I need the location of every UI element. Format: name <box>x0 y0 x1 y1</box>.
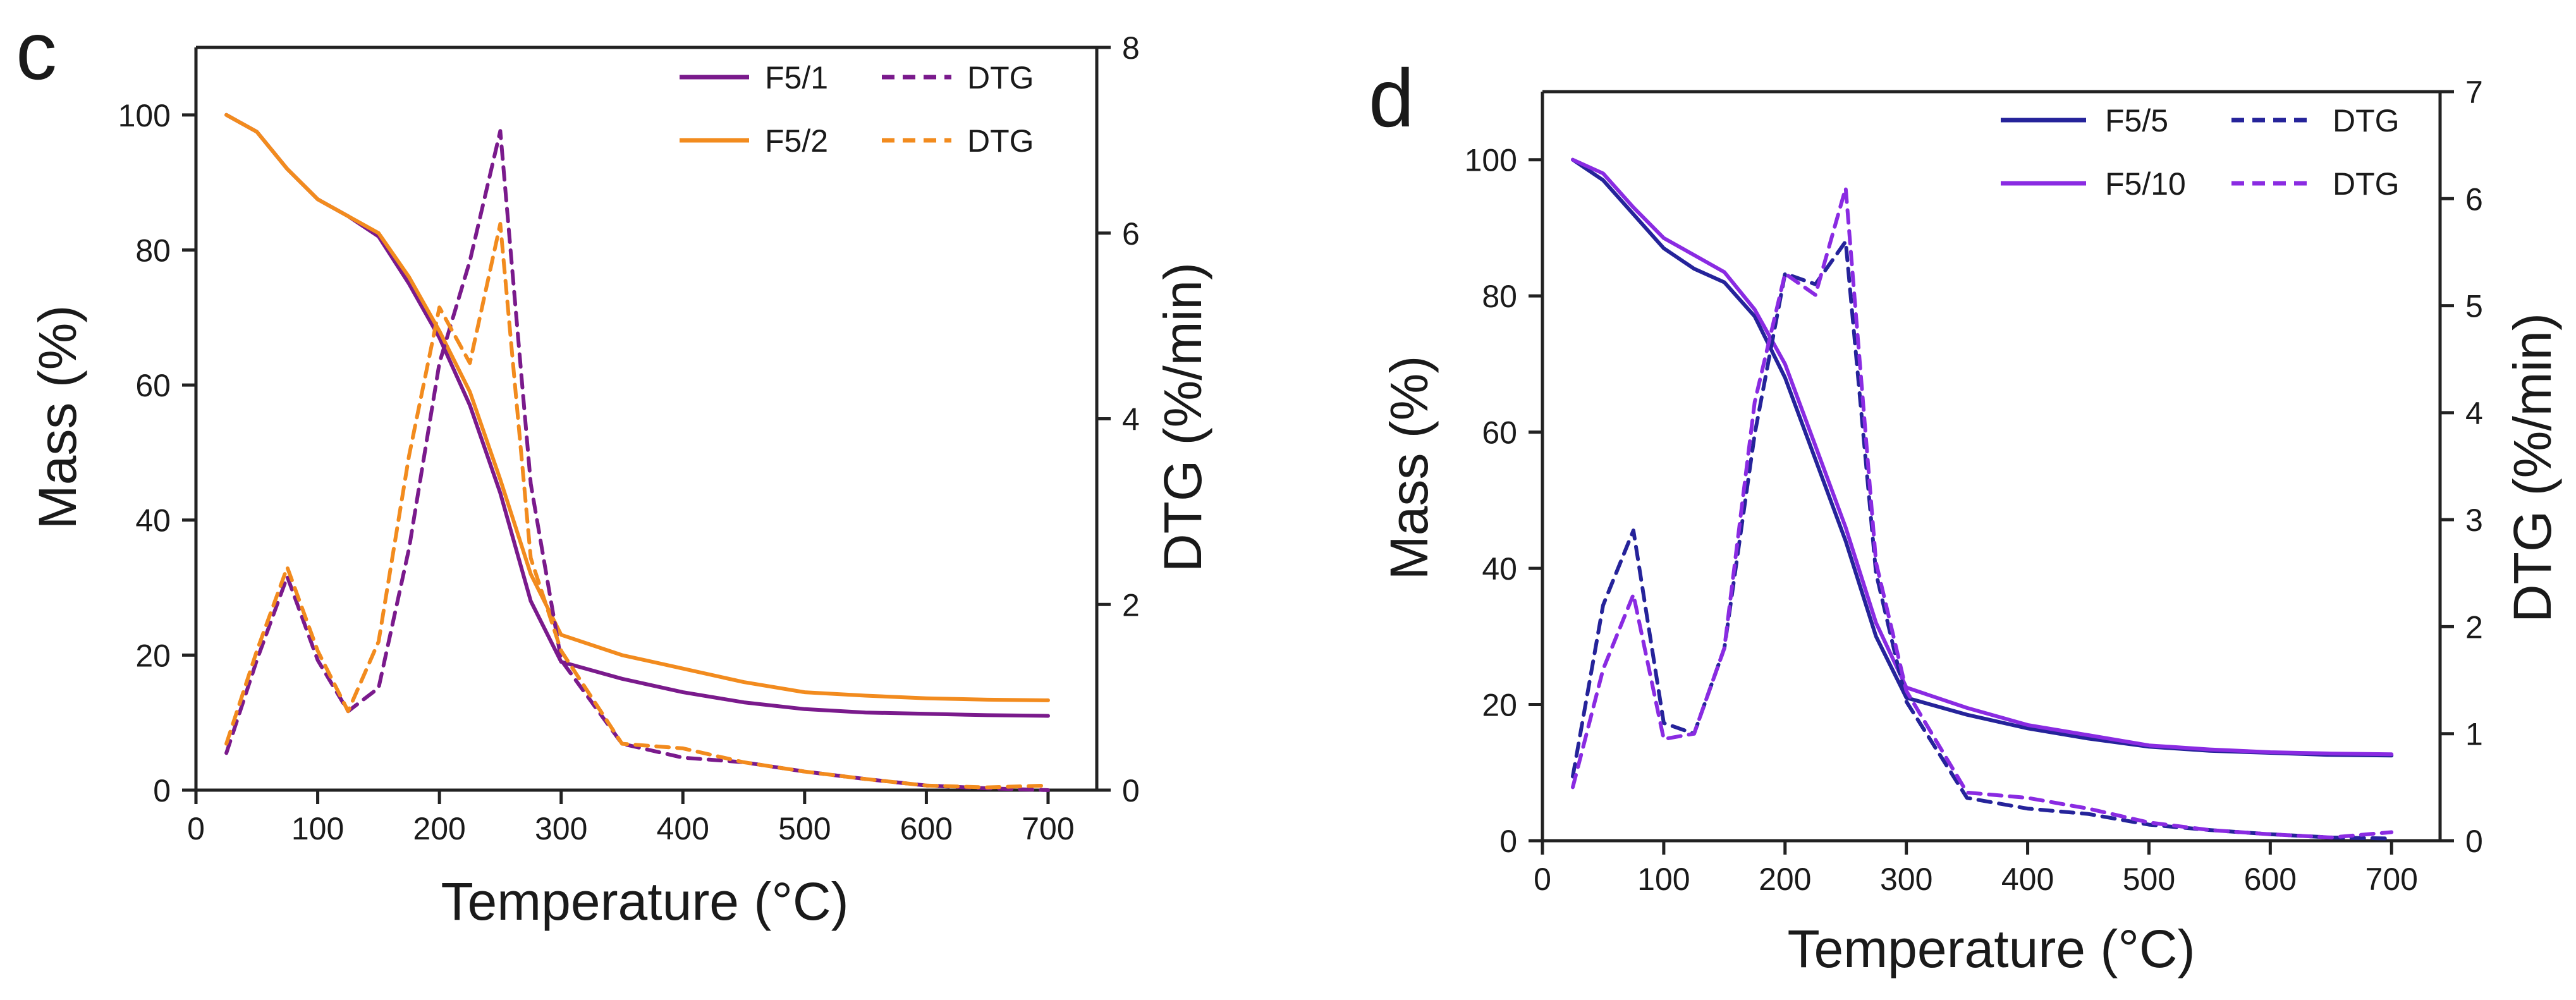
mass-series-line-0 <box>1571 157 2394 758</box>
y2-tick-label: 7 <box>2465 75 2483 110</box>
legend: F5/1 DTG F5/2 DTG <box>680 60 1034 159</box>
dtg-series-line-2 <box>1571 240 2394 841</box>
legend-label-dtg-f5-10: DTG <box>2333 166 2400 202</box>
y-tick-label: 100 <box>1465 143 1517 178</box>
legend-label-dtg-f5-2: DTG <box>967 123 1034 159</box>
y-ticks: 0 20 40 60 80 100 <box>118 98 196 808</box>
y-axis-title: Mass (%) <box>1379 356 1439 580</box>
y-tick-label: 40 <box>1482 551 1517 587</box>
mass-series-line-0 <box>224 113 1050 718</box>
y2-tick-label: 5 <box>2465 289 2483 324</box>
y2-tick-label: 6 <box>1122 216 1140 252</box>
y2-tick-label: 2 <box>2465 609 2483 645</box>
y2-tick-label: 4 <box>1122 402 1140 437</box>
y2-tick-label: 6 <box>2465 181 2483 217</box>
panel-label: d <box>1369 52 1414 144</box>
y-ticks: 0 20 40 60 80 100 <box>1465 143 1542 859</box>
mass-series-line-1 <box>1571 157 2394 757</box>
y-tick-label: 80 <box>1482 279 1517 314</box>
x-tick-label: 400 <box>2001 862 2054 897</box>
y2-axis-title: DTG (%/min) <box>2503 313 2562 623</box>
y-tick-label: 80 <box>135 233 171 268</box>
x-tick-label: 500 <box>778 811 831 846</box>
x-tick-label: 100 <box>291 811 344 846</box>
y-tick-label: 20 <box>135 638 171 673</box>
y2-axis-title: DTG (%/min) <box>1153 262 1212 572</box>
y-tick-label: 0 <box>153 773 171 808</box>
x-tick-label: 200 <box>1759 862 1811 897</box>
y-tick-label: 60 <box>135 368 171 403</box>
y-axis-title: Mass (%) <box>28 305 87 530</box>
legend-label-f5-10: F5/10 <box>2105 166 2186 202</box>
y2-tick-label: 3 <box>2465 503 2483 538</box>
x-tick-label: 700 <box>1022 811 1074 846</box>
dtg-series-line-3 <box>1571 186 2394 839</box>
y2-ticks: 0 1 2 3 4 5 6 7 <box>2440 75 2483 859</box>
x-tick-label: 600 <box>900 811 953 846</box>
legend-label-dtg-f5-5: DTG <box>2333 103 2400 138</box>
x-tick-label: 700 <box>2365 862 2418 897</box>
y2-tick-label: 0 <box>1122 773 1140 808</box>
y-tick-label: 20 <box>1482 688 1517 723</box>
x-tick-label: 300 <box>535 811 587 846</box>
x-axis-title: Temperature (°C) <box>1787 919 2195 979</box>
y2-tick-label: 4 <box>2465 396 2483 431</box>
x-tick-label: 400 <box>657 811 709 846</box>
x-ticks: 0 100 200 300 400 500 600 700 <box>187 790 1075 846</box>
y2-tick-label: 2 <box>1122 587 1140 623</box>
x-tick-label: 200 <box>413 811 465 846</box>
chart-panel-c: c 0 100 200 300 400 500 600 700 0 20 40 60 80 100 0 2… <box>16 4 1212 931</box>
y2-tick-label: 0 <box>2465 824 2483 859</box>
x-tick-label: 300 <box>1880 862 1932 897</box>
dtg-series-line-2 <box>224 129 1050 792</box>
x-axis-title: Temperature (°C) <box>441 872 848 931</box>
legend-label-dtg-f5-1: DTG <box>967 60 1034 95</box>
x-tick-label: 500 <box>2123 862 2175 897</box>
dtg-series-line-3 <box>224 222 1050 790</box>
y-tick-label: 60 <box>1482 415 1517 451</box>
legend-label-f5-2: F5/2 <box>765 123 828 159</box>
panel-label: c <box>16 4 57 97</box>
y-tick-label: 0 <box>1499 824 1517 859</box>
y-tick-label: 40 <box>135 503 171 539</box>
mass-series-line-1 <box>224 113 1050 702</box>
chart-panel-d: d 0 100 200 300 400 500 600 700 0 20 40 60 80 100 0 1… <box>1369 52 2562 979</box>
x-tick-label: 100 <box>1637 862 1690 897</box>
y-tick-label: 100 <box>118 98 171 133</box>
x-ticks: 0 100 200 300 400 500 600 700 <box>1534 841 2418 897</box>
legend-label-f5-5: F5/5 <box>2105 103 2168 138</box>
x-tick-label: 0 <box>187 811 205 846</box>
y2-tick-label: 1 <box>2465 717 2483 752</box>
x-tick-label: 0 <box>1534 862 1551 897</box>
y2-ticks: 0 2 4 6 8 <box>1097 30 1140 808</box>
series-layer <box>1571 157 2394 841</box>
series-layer <box>224 113 1050 792</box>
legend-label-f5-1: F5/1 <box>765 60 828 95</box>
legend: F5/5 DTG F5/10 DTG <box>2001 103 2400 202</box>
x-tick-label: 600 <box>2244 862 2297 897</box>
y2-tick-label: 8 <box>1122 30 1140 66</box>
